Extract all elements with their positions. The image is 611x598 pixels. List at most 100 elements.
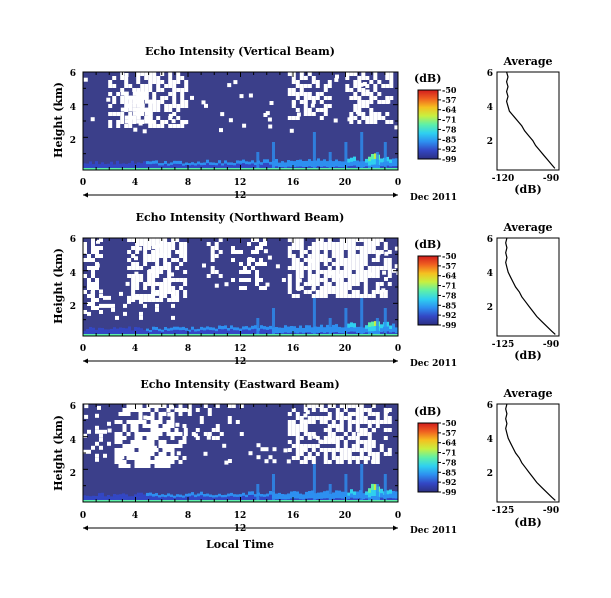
no-echo-cell bbox=[122, 452, 127, 456]
no-echo-cell bbox=[114, 456, 119, 460]
no-echo-cell bbox=[331, 452, 336, 456]
no-echo-cell bbox=[231, 278, 235, 282]
no-echo-cell bbox=[180, 124, 185, 128]
no-echo-cell bbox=[143, 258, 148, 262]
no-echo-cell bbox=[287, 282, 292, 286]
no-echo-cell bbox=[383, 428, 388, 432]
date-bar-right-arrow bbox=[393, 358, 398, 364]
no-echo-cell bbox=[347, 254, 352, 258]
no-echo-cell bbox=[367, 274, 372, 278]
echo-cell bbox=[245, 497, 248, 502]
no-echo-cell bbox=[120, 96, 125, 100]
no-echo-cell bbox=[347, 420, 352, 424]
echo-cell bbox=[371, 489, 374, 502]
panel-title: Echo Intensity (Northward Beam) bbox=[136, 211, 345, 224]
no-echo-cell bbox=[351, 278, 356, 282]
no-echo-cell bbox=[130, 456, 135, 460]
no-echo-cell bbox=[135, 250, 140, 254]
no-echo-cell bbox=[385, 409, 389, 414]
no-echo-cell bbox=[299, 76, 304, 80]
no-echo-cell bbox=[239, 278, 243, 282]
no-echo-cell bbox=[315, 436, 320, 440]
x-tick-label: 20 bbox=[339, 344, 352, 354]
no-echo-cell bbox=[134, 408, 139, 412]
profile-x-tick: -120 bbox=[492, 174, 515, 184]
no-echo-cell bbox=[365, 104, 370, 108]
no-echo-cell bbox=[384, 277, 388, 281]
no-echo-cell bbox=[144, 91, 149, 96]
echo-plume bbox=[256, 318, 260, 336]
no-echo-cell bbox=[315, 270, 320, 274]
no-echo-cell bbox=[363, 238, 368, 242]
no-echo-cell bbox=[127, 274, 132, 278]
no-echo-cell bbox=[311, 80, 316, 84]
echo-cell bbox=[248, 330, 251, 336]
no-echo-cell bbox=[114, 436, 119, 440]
no-echo-cell bbox=[138, 404, 143, 408]
no-echo-cell bbox=[387, 282, 392, 286]
no-echo-cell bbox=[163, 250, 168, 254]
no-echo-cell bbox=[239, 262, 243, 266]
no-echo-cell bbox=[172, 88, 177, 92]
no-echo-cell bbox=[191, 432, 196, 436]
no-echo-cell bbox=[124, 84, 129, 88]
no-echo-cell bbox=[151, 266, 156, 270]
no-echo-cell bbox=[180, 104, 185, 108]
profile-title: Average bbox=[502, 221, 552, 234]
no-echo-cell bbox=[184, 84, 189, 88]
echo-plume bbox=[375, 484, 379, 502]
x-tick-label: 0 bbox=[80, 511, 86, 521]
no-echo-cell bbox=[389, 72, 394, 76]
no-echo-cell bbox=[178, 432, 183, 436]
no-echo-cell bbox=[351, 254, 356, 258]
no-echo-cell bbox=[91, 298, 95, 302]
no-echo-cell bbox=[343, 448, 348, 452]
no-echo-cell bbox=[118, 436, 123, 440]
no-echo-cell bbox=[170, 432, 175, 436]
no-echo-cell bbox=[150, 428, 155, 432]
no-echo-cell bbox=[323, 416, 328, 420]
no-echo-cell bbox=[291, 72, 296, 76]
no-echo-cell bbox=[139, 299, 143, 304]
no-echo-cell bbox=[347, 270, 352, 274]
no-echo-cell bbox=[369, 120, 374, 124]
no-echo-cell bbox=[160, 80, 165, 84]
no-echo-cell bbox=[103, 295, 107, 300]
no-echo-cell bbox=[127, 238, 132, 242]
x-axis-label: Local Time bbox=[206, 538, 274, 551]
no-echo-cell bbox=[136, 80, 141, 84]
no-echo-cell bbox=[384, 251, 389, 256]
no-echo-cell bbox=[319, 420, 324, 424]
no-echo-cell bbox=[383, 436, 388, 440]
no-echo-cell bbox=[311, 274, 316, 278]
no-echo-cell bbox=[299, 420, 304, 424]
no-echo-cell bbox=[347, 246, 352, 250]
no-echo-cell bbox=[343, 456, 348, 460]
echo-cell bbox=[83, 497, 86, 502]
no-echo-cell bbox=[182, 456, 187, 460]
no-echo-cell bbox=[211, 428, 216, 432]
no-echo-cell bbox=[339, 420, 344, 424]
echo-cell bbox=[368, 331, 371, 336]
no-echo-cell bbox=[377, 100, 382, 104]
no-echo-cell bbox=[272, 447, 277, 452]
no-echo-cell bbox=[303, 92, 308, 96]
no-echo-cell bbox=[295, 452, 300, 456]
no-echo-cell bbox=[172, 100, 177, 104]
echo-cell bbox=[287, 329, 290, 336]
no-echo-cell bbox=[371, 258, 376, 262]
echo-cell bbox=[236, 496, 239, 502]
no-echo-cell bbox=[99, 433, 103, 438]
no-echo-cell bbox=[323, 440, 328, 444]
no-echo-cell bbox=[99, 238, 103, 242]
no-echo-cell bbox=[357, 108, 362, 112]
no-echo-cell bbox=[134, 429, 139, 434]
no-echo-cell bbox=[256, 455, 261, 460]
no-echo-cell bbox=[308, 258, 313, 263]
no-echo-cell bbox=[202, 263, 206, 268]
y-axis-label: Height (km) bbox=[52, 82, 65, 158]
no-echo-cell bbox=[375, 460, 380, 464]
no-echo-cell bbox=[307, 452, 312, 456]
no-echo-cell bbox=[160, 124, 165, 128]
no-echo-cell bbox=[291, 444, 296, 448]
